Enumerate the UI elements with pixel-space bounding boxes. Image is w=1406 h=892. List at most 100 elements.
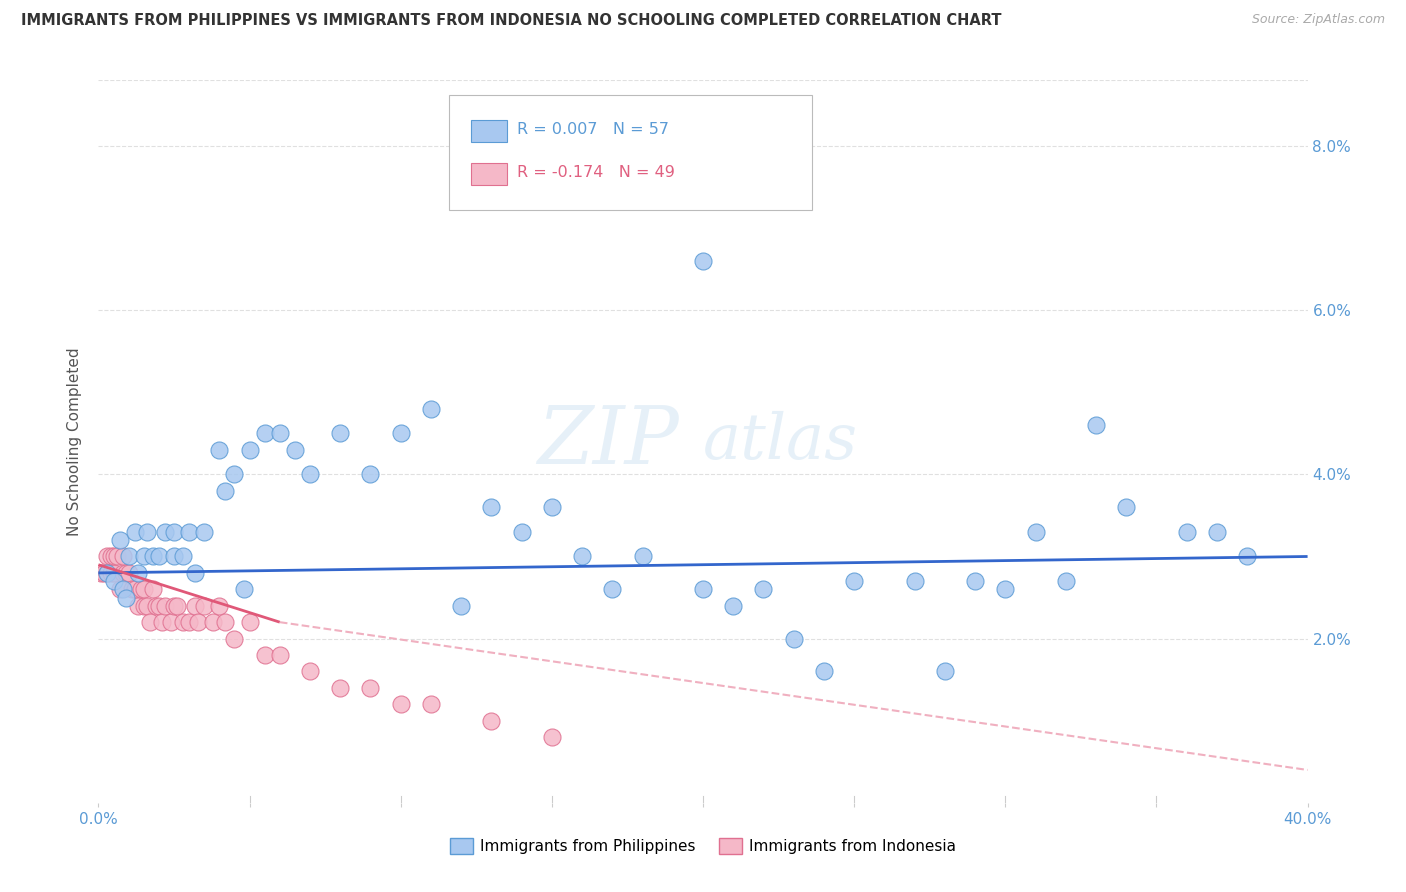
Point: [1085, 418, 1108, 433]
Point: [160, 615, 183, 630]
Point: [111, 566, 134, 580]
Point: [105, 549, 128, 564]
Point: [1175, 524, 1198, 539]
Point: [166, 599, 188, 613]
Point: [540, 500, 562, 515]
Point: [631, 549, 654, 564]
Point: [269, 648, 291, 662]
Point: [420, 401, 443, 416]
Point: [284, 442, 307, 457]
Point: [994, 582, 1017, 597]
Point: [571, 549, 593, 564]
Point: [450, 599, 472, 613]
Point: [103, 549, 125, 564]
Text: ZIP: ZIP: [537, 403, 679, 480]
Point: [184, 599, 207, 613]
Point: [124, 582, 146, 597]
Point: [360, 681, 382, 695]
Point: [100, 549, 122, 564]
Point: [184, 566, 207, 580]
Point: [142, 582, 165, 597]
Point: [904, 574, 927, 588]
Text: Source: ZipAtlas.com: Source: ZipAtlas.com: [1251, 13, 1385, 27]
Point: [96, 549, 118, 564]
Point: [1024, 524, 1046, 539]
Point: [108, 582, 131, 597]
Point: [510, 524, 533, 539]
Point: [481, 500, 503, 515]
Point: [153, 524, 176, 539]
Point: [150, 615, 173, 630]
Point: [148, 599, 170, 613]
Point: [692, 253, 714, 268]
Point: [90, 566, 112, 580]
Point: [224, 467, 246, 482]
Point: [692, 582, 714, 597]
Point: [253, 648, 276, 662]
Point: [602, 582, 624, 597]
Point: [103, 574, 125, 588]
Legend: Immigrants from Philippines, Immigrants from Indonesia: Immigrants from Philippines, Immigrants …: [444, 832, 962, 860]
Point: [132, 582, 155, 597]
Point: [163, 549, 186, 564]
Point: [127, 566, 149, 580]
Point: [723, 599, 745, 613]
Point: [1115, 500, 1137, 515]
Y-axis label: No Schooling Completed: No Schooling Completed: [67, 347, 83, 536]
Text: atlas: atlas: [703, 410, 858, 473]
Point: [172, 615, 194, 630]
Point: [253, 426, 276, 441]
FancyBboxPatch shape: [471, 163, 508, 185]
Point: [360, 467, 382, 482]
Point: [187, 615, 209, 630]
Point: [239, 442, 262, 457]
Point: [752, 582, 775, 597]
Point: [329, 681, 352, 695]
Point: [96, 566, 118, 580]
Point: [208, 599, 231, 613]
Point: [118, 549, 141, 564]
Point: [193, 524, 215, 539]
Point: [114, 566, 136, 580]
Point: [844, 574, 866, 588]
Text: IMMIGRANTS FROM PHILIPPINES VS IMMIGRANTS FROM INDONESIA NO SCHOOLING COMPLETED : IMMIGRANTS FROM PHILIPPINES VS IMMIGRANT…: [21, 13, 1001, 29]
Point: [96, 566, 118, 580]
FancyBboxPatch shape: [449, 95, 811, 211]
Point: [127, 599, 149, 613]
Point: [420, 698, 443, 712]
Point: [389, 698, 412, 712]
Point: [111, 582, 134, 597]
Text: R = -0.174   N = 49: R = -0.174 N = 49: [517, 165, 675, 180]
Point: [118, 566, 141, 580]
Point: [124, 524, 146, 539]
Point: [193, 599, 215, 613]
Point: [783, 632, 806, 646]
Text: R = 0.007   N = 57: R = 0.007 N = 57: [517, 122, 669, 136]
Point: [299, 665, 322, 679]
Point: [232, 582, 254, 597]
Point: [179, 615, 201, 630]
Point: [172, 549, 194, 564]
Point: [540, 730, 562, 744]
Point: [129, 582, 152, 597]
Point: [163, 524, 186, 539]
Point: [163, 599, 186, 613]
Point: [1236, 549, 1258, 564]
Point: [148, 549, 170, 564]
Point: [135, 599, 157, 613]
Point: [214, 615, 236, 630]
Point: [224, 632, 246, 646]
Point: [481, 714, 503, 728]
Point: [208, 442, 231, 457]
Point: [142, 549, 165, 564]
Point: [139, 615, 162, 630]
Point: [965, 574, 987, 588]
Point: [135, 524, 157, 539]
Point: [329, 426, 352, 441]
Point: [1054, 574, 1077, 588]
Point: [103, 566, 125, 580]
Point: [132, 549, 155, 564]
Point: [111, 549, 134, 564]
Point: [389, 426, 412, 441]
Point: [121, 582, 143, 597]
